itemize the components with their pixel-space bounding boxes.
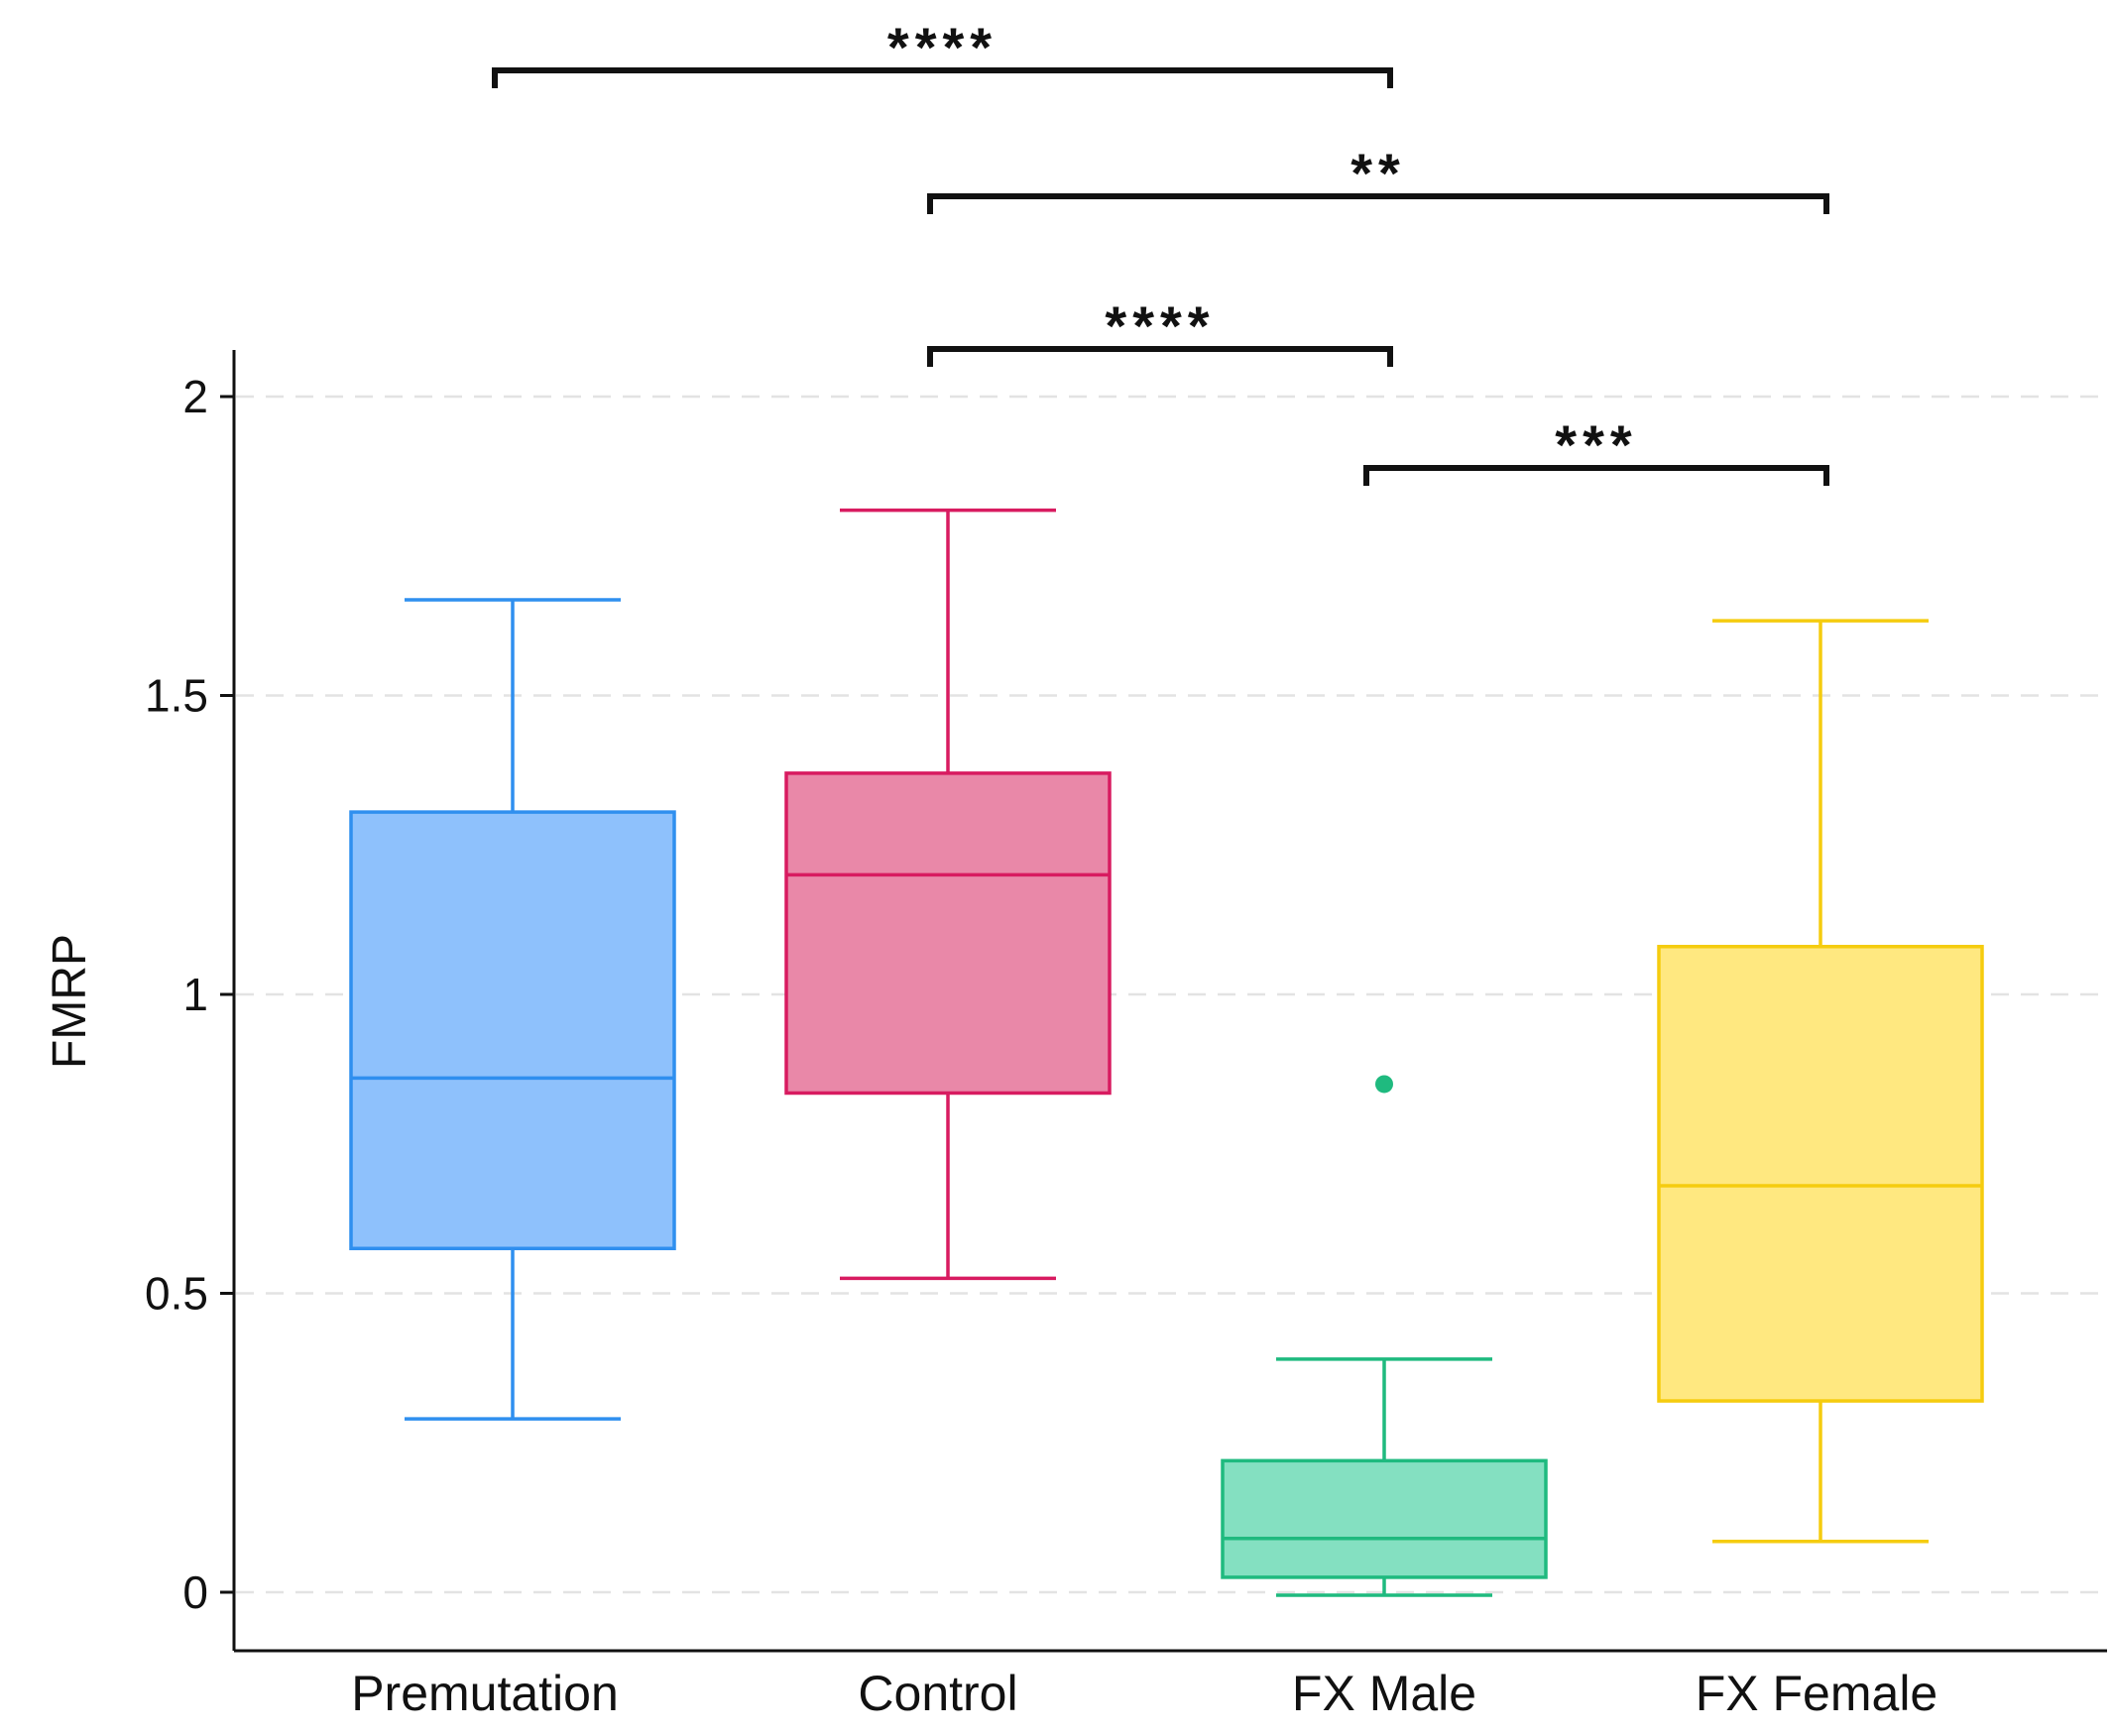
significance-label-0: **** xyxy=(887,16,998,78)
significance-bracket-0: **** xyxy=(492,16,1393,88)
box-control xyxy=(784,508,1112,1281)
outlier-fx-male-0 xyxy=(1375,1075,1393,1094)
y-axis-title: FMRP xyxy=(44,934,96,1069)
y-tick-label-0: 0 xyxy=(182,1566,208,1618)
iqr-box-fx-female xyxy=(1657,945,1984,1403)
axes: FMRP xyxy=(44,350,2107,1653)
y-ticks: 0 0.5 1 1.5 2 xyxy=(145,371,234,1618)
box-premutation xyxy=(349,598,676,1421)
y-tick-label-1: 0.5 xyxy=(145,1268,208,1320)
bracket-line-3 xyxy=(1363,465,1829,486)
y-tick-label-3: 1.5 xyxy=(145,670,208,722)
box-series xyxy=(349,508,1984,1597)
y-tick-label-4: 2 xyxy=(182,371,208,422)
bracket-line-1 xyxy=(927,193,1829,214)
significance-bracket-1: ** xyxy=(927,142,1829,214)
x-label-control: Control xyxy=(858,1666,1017,1721)
bracket-line-0 xyxy=(492,67,1393,88)
iqr-box-premutation xyxy=(349,810,676,1251)
significance-bracket-3: *** xyxy=(1363,413,1829,486)
x-label-premutation: Premutation xyxy=(351,1666,619,1721)
box-fx-female xyxy=(1657,619,1984,1544)
y-tick-label-2: 1 xyxy=(182,969,208,1020)
x-label-fx-female: FX Female xyxy=(1696,1666,1938,1721)
iqr-box-fx-male xyxy=(1221,1458,1548,1579)
significance-label-1: ** xyxy=(1350,142,1406,204)
significance-label-2: **** xyxy=(1105,294,1215,357)
significance-brackets: ************* xyxy=(492,16,1829,486)
significance-bracket-2: **** xyxy=(927,294,1393,367)
iqr-box-control xyxy=(784,771,1112,1096)
category-labels: Premutation Control FX Male FX Female xyxy=(351,1666,1937,1721)
bracket-line-2 xyxy=(927,346,1393,367)
box-fx-male xyxy=(1221,1075,1548,1597)
x-label-fx-male: FX Male xyxy=(1292,1666,1476,1721)
significance-label-3: *** xyxy=(1555,413,1637,476)
